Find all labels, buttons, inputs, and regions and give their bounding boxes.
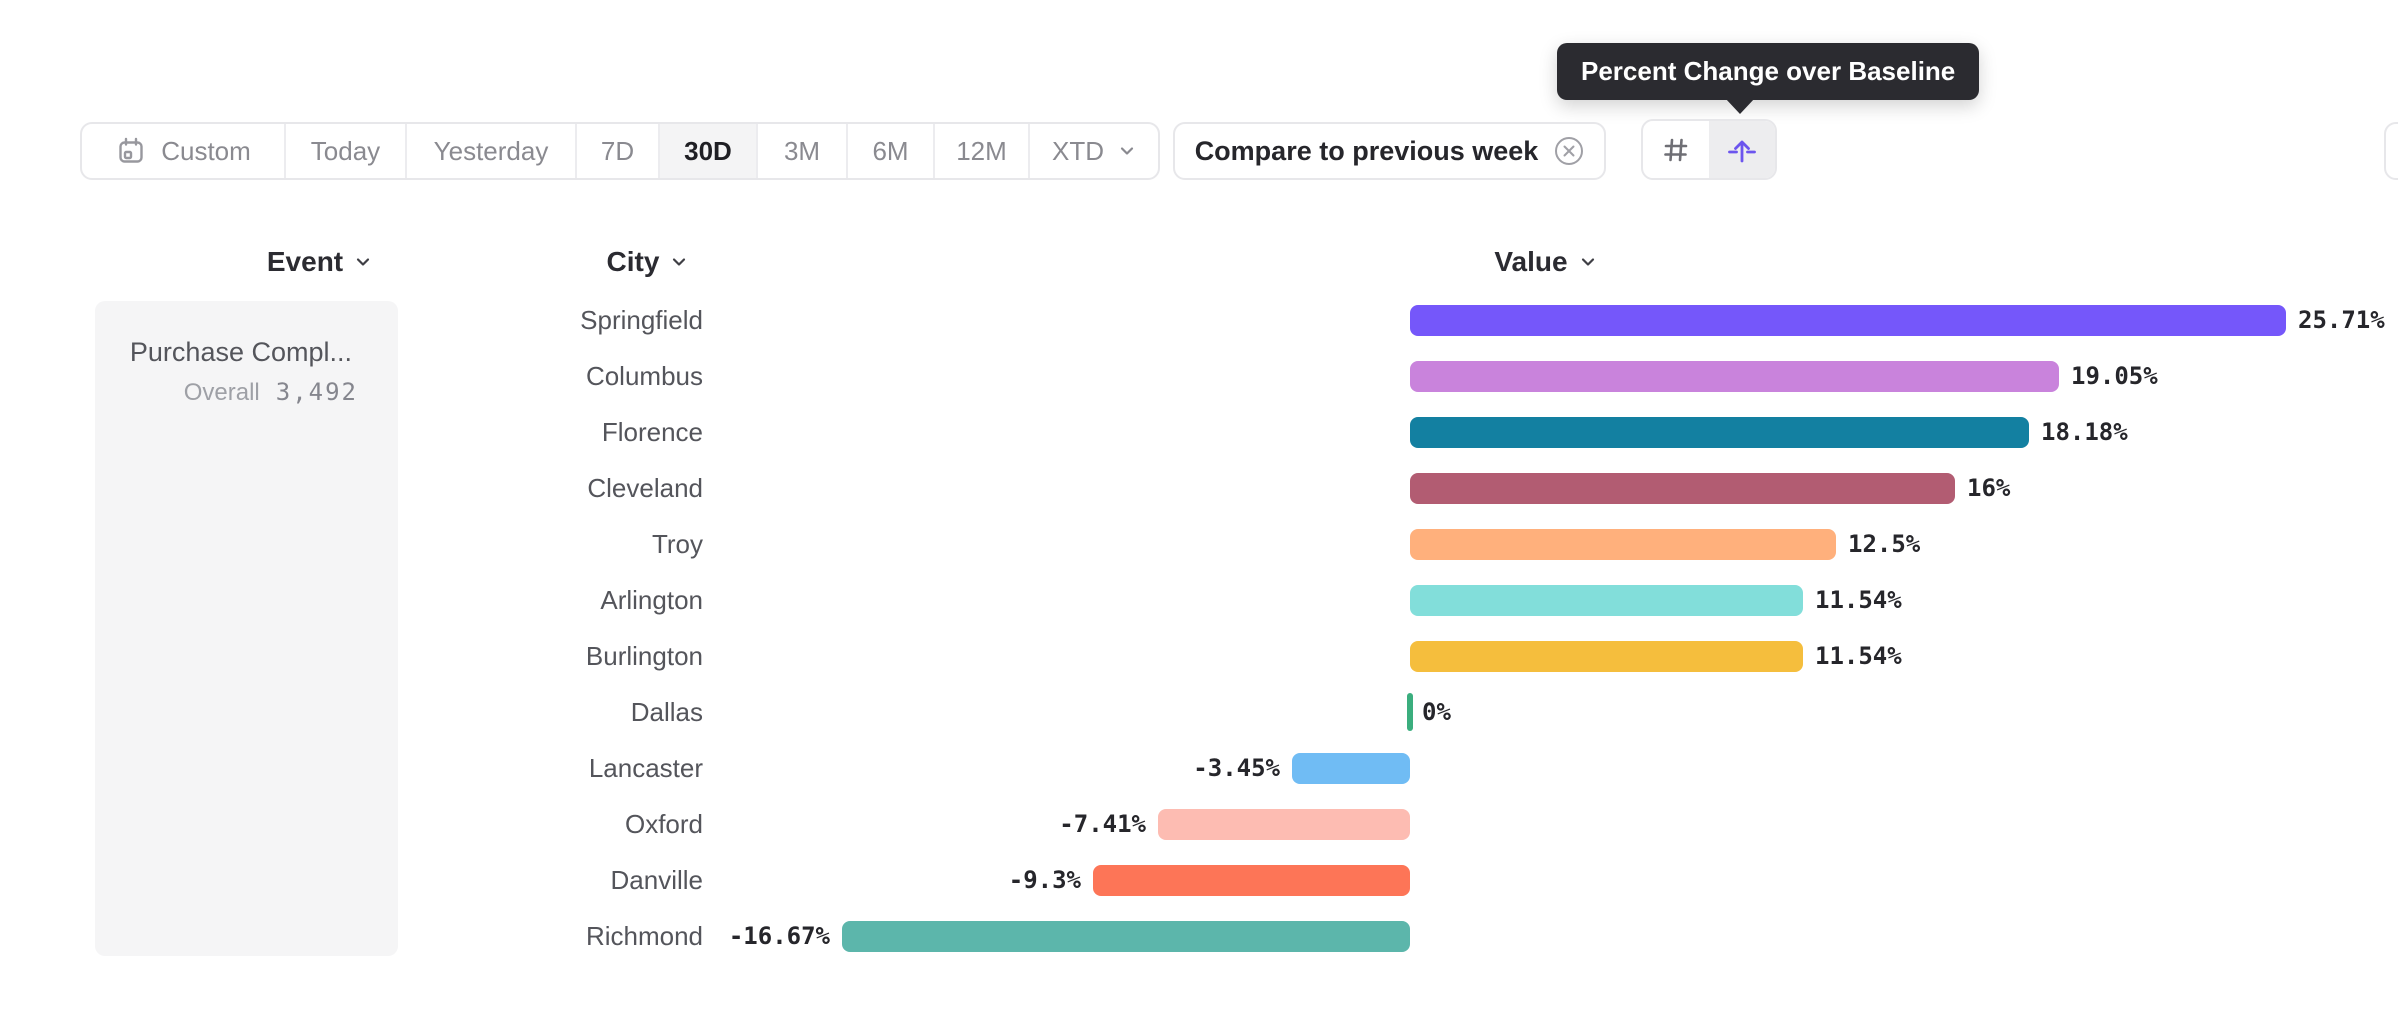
value-label: 11.54%: [1815, 586, 1902, 614]
compare-chip[interactable]: Compare to previous week: [1173, 122, 1606, 180]
bar-florence[interactable]: [1410, 417, 2029, 448]
city-label-florence: Florence: [601, 417, 703, 447]
event-title: Purchase Compl...: [129, 337, 352, 367]
view-toggle: [1641, 119, 1777, 180]
column-header-value[interactable]: Value: [1396, 246, 1696, 278]
date-range-label: 12M: [956, 135, 1007, 166]
city-label-dallas: Dallas: [630, 697, 703, 727]
column-header-event[interactable]: Event: [170, 246, 470, 278]
value-label: 0%: [1422, 698, 1451, 726]
date-range-label: Custom: [161, 135, 251, 166]
value-label: 16%: [1967, 474, 2011, 502]
baseline-arrow-icon: [1727, 135, 1757, 165]
column-header-city[interactable]: City: [498, 246, 798, 278]
bar-columbus[interactable]: [1410, 361, 2059, 392]
city-label-danville: Danville: [610, 865, 704, 895]
city-label-cleveland: Cleveland: [587, 473, 703, 503]
absolute-numbers-toggle[interactable]: [1643, 121, 1709, 178]
city-label-richmond: Richmond: [585, 921, 703, 951]
value-label: 18.18%: [2041, 418, 2128, 446]
city-label-oxford: Oxford: [624, 809, 703, 839]
tooltip-caret: [1725, 98, 1755, 114]
tooltip: Percent Change over Baseline: [1557, 43, 1980, 114]
city-label-columbus: Columbus: [585, 361, 703, 391]
value-label: -9.3%: [1008, 866, 1081, 894]
column-header-event-label: Event: [266, 246, 344, 277]
value-label: 12.5%: [1848, 530, 1921, 558]
event-overall-label: Overall: [183, 379, 260, 406]
value-label: -16.67%: [728, 922, 830, 950]
value-label: 25.71%: [2298, 306, 2385, 334]
city-label-lancaster: Lancaster: [588, 753, 703, 783]
city-label-burlington: Burlington: [585, 641, 703, 671]
date-range-yesterday[interactable]: Yesterday: [407, 124, 577, 178]
date-range-12m[interactable]: 12M: [935, 124, 1030, 178]
chevron-down-icon: [353, 252, 373, 272]
value-label: 19.05%: [2071, 362, 2158, 390]
bar-springfield[interactable]: [1410, 305, 2286, 336]
date-range-toolbar: Custom Today Yesterday 7D 30D 3M 6M 12M XTD: [80, 122, 1160, 180]
hash-icon: [1661, 135, 1691, 165]
event-overall-value: 3,492: [275, 378, 358, 406]
bar-oxford[interactable]: [1158, 809, 1410, 840]
date-range-30d[interactable]: 30D: [660, 124, 758, 178]
compare-chip-label: Compare to previous week: [1194, 135, 1539, 166]
city-label-springfield: Springfield: [580, 305, 703, 335]
date-range-today[interactable]: Today: [286, 124, 407, 178]
calendar-icon: [115, 135, 147, 167]
date-range-7d[interactable]: 7D: [577, 124, 660, 178]
date-range-label: 3M: [783, 135, 821, 166]
date-range-6m[interactable]: 6M: [848, 124, 935, 178]
circle-x-icon[interactable]: [1554, 136, 1584, 166]
value-label: -3.45%: [1193, 754, 1280, 782]
date-range-custom[interactable]: Custom: [82, 124, 286, 178]
city-label-arlington: Arlington: [600, 585, 703, 615]
date-range-label: Yesterday: [433, 135, 549, 166]
city-label-troy: Troy: [651, 529, 703, 559]
date-range-label: 30D: [684, 135, 732, 166]
bar-burlington[interactable]: [1410, 641, 1803, 672]
bar-troy[interactable]: [1410, 529, 1836, 560]
bar-lancaster[interactable]: [1292, 753, 1410, 784]
column-header-city-label: City: [606, 246, 660, 277]
chevron-down-icon: [1118, 142, 1136, 160]
date-range-3m[interactable]: 3M: [758, 124, 848, 178]
column-header-value-label: Value: [1494, 246, 1568, 277]
event-panel[interactable]: Purchase Compl... Overall 3,492: [95, 301, 398, 956]
date-range-label: 6M: [872, 135, 909, 166]
bar-arlington[interactable]: [1410, 585, 1803, 616]
date-range-label: 7D: [600, 135, 635, 166]
clipped-edge-button[interactable]: [2384, 122, 2398, 180]
value-label: 11.54%: [1815, 642, 1902, 670]
date-range-xtd[interactable]: XTD: [1030, 124, 1158, 178]
percent-change-toggle[interactable]: [1709, 121, 1775, 178]
value-label: -7.41%: [1059, 810, 1146, 838]
chevron-down-icon: [1578, 252, 1598, 272]
date-range-label: Today: [310, 135, 381, 166]
tooltip-text: Percent Change over Baseline: [1581, 56, 1956, 86]
zero-baseline-tick[interactable]: [1407, 693, 1413, 731]
chevron-down-icon: [669, 252, 689, 272]
bar-cleveland[interactable]: [1410, 473, 1955, 504]
bar-danville[interactable]: [1093, 865, 1410, 896]
date-range-label: XTD: [1052, 135, 1104, 166]
event-overall-row: Overall 3,492: [95, 378, 398, 407]
bar-richmond[interactable]: [842, 921, 1410, 952]
